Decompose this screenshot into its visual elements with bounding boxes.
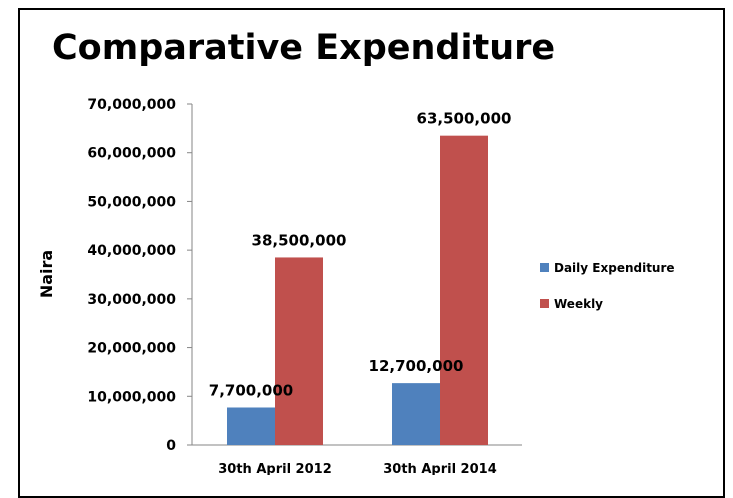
- chart-plot: 0 10,000,000 20,000,000 30,000,000 40,000,00…: [37, 97, 675, 475]
- bar-weekly: [440, 135, 488, 445]
- data-label: 7,700,000: [209, 381, 293, 399]
- bar-daily-expenditure: [392, 383, 440, 445]
- x-category-label: 30th April 2014: [383, 462, 496, 475]
- bar-weekly: [275, 257, 323, 445]
- y-ticks: 0 10,000,000 20,000,000 30,000,000 40,000,00…: [87, 97, 192, 454]
- y-tick-label: 30,000,000: [87, 292, 176, 308]
- legend-label: Weekly: [554, 297, 603, 311]
- bar-daily-expenditure: [227, 407, 275, 445]
- data-label: 38,500,000: [252, 231, 347, 249]
- y-tick-label: 10,000,000: [87, 389, 176, 405]
- chart-frame: [18, 8, 725, 498]
- y-tick-label: 20,000,000: [87, 341, 176, 357]
- y-tick-label: 40,000,000: [87, 243, 176, 259]
- category-labels: 30th April 2012 30th April 2014: [218, 462, 496, 475]
- chart-title: Comparative Expenditure: [52, 28, 556, 68]
- legend-label: Daily Expenditure: [554, 261, 675, 275]
- legend-swatch: [540, 263, 549, 272]
- y-tick-label: 50,000,000: [87, 194, 176, 210]
- data-label: 63,500,000: [417, 110, 512, 128]
- bars: [227, 135, 488, 445]
- legend-swatch: [540, 299, 549, 308]
- legend: Daily Expenditure Weekly: [540, 261, 675, 311]
- x-category-label: 30th April 2012: [218, 462, 331, 475]
- data-label: 12,700,000: [369, 357, 464, 375]
- data-labels: 7,700,000 12,700,000 38,500,000 63,500,000: [209, 110, 512, 400]
- y-axis-label: Naira: [37, 250, 56, 298]
- y-tick-label: 0: [166, 438, 176, 454]
- y-tick-label: 70,000,000: [87, 97, 176, 113]
- y-tick-label: 60,000,000: [87, 146, 176, 162]
